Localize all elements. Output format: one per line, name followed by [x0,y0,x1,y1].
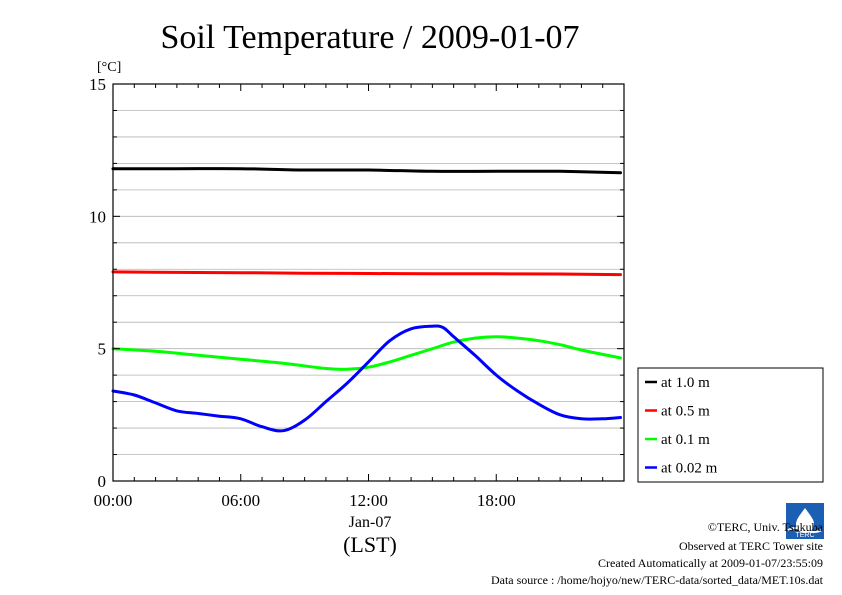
water-drop-icon [796,508,814,533]
axis-ticks: 0 5 10 15 00:00 06:00 12:00 18:00 [89,75,625,510]
logo-text: TERC [795,532,814,539]
chart-title: Soil Temperature / 2009-01-07 [160,19,579,56]
y-tick-label: 5 [98,340,107,359]
y-axis-unit: [°C] [97,60,121,75]
y-tick-label: 10 [89,207,106,226]
legend-box [637,367,824,483]
grid-lines [113,110,624,455]
y-tick-label: 15 [89,75,106,94]
x-tick-label: 18:00 [477,491,516,510]
legend-label: at 0.1 m [661,432,710,448]
x-tick-label: 00:00 [94,491,133,510]
y-tick-label: 0 [98,472,107,491]
series-lines [111,167,622,433]
footer-created: Created Automatically at 2009-01-07/23:5… [598,556,823,570]
x-axis-date-label: Jan-07 [349,514,392,531]
footer-copyright: ©TERC, Univ. Tsukuba [708,520,824,534]
x-tick-label: 06:00 [221,491,260,510]
plot-frame [112,83,625,482]
x-tick-label: 12:00 [349,491,388,510]
legend: at 1.0 m at 0.5 m at 0.1 m at 0.02 m [637,367,824,483]
footer-observed: Observed at TERC Tower site [679,539,823,553]
footer-source: Data source : /home/hojyo/new/TERC-data/… [491,573,824,587]
wave-icon [787,527,823,533]
legend-label: at 0.02 m [661,461,718,477]
series-line [111,270,622,277]
legend-label: at 0.5 m [661,404,710,420]
x-axis-title: (LST) [343,532,397,557]
legend-label: at 1.0 m [661,375,710,391]
series-line [111,335,622,371]
series-line [111,324,622,433]
terc-logo: TERC [786,503,824,539]
series-line [111,167,622,175]
